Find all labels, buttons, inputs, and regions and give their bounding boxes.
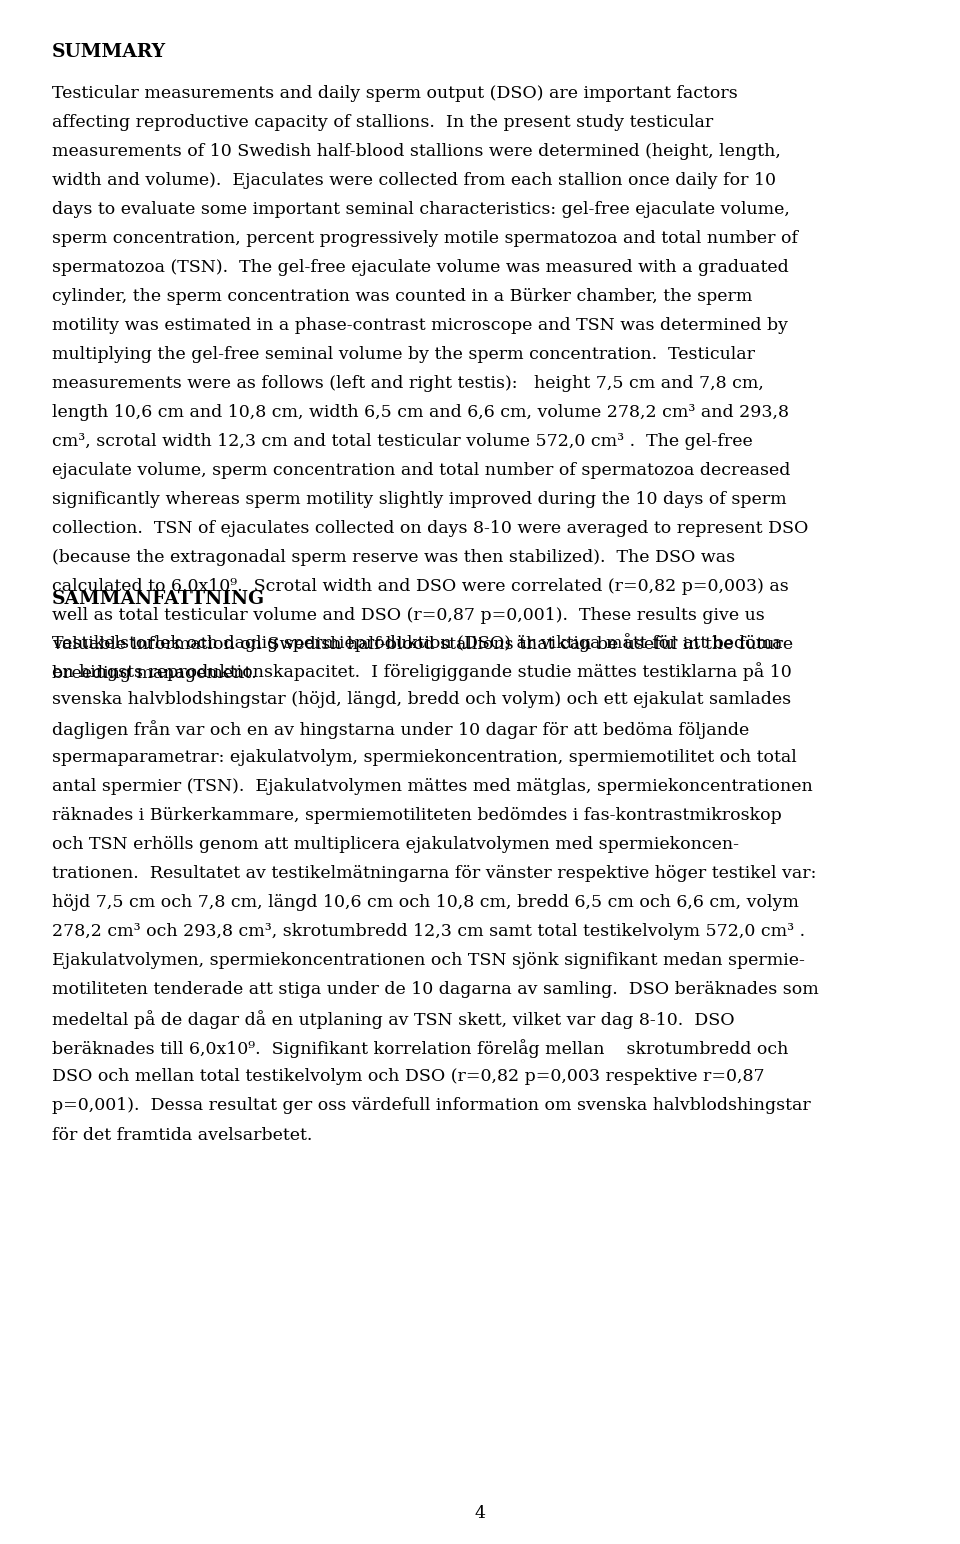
Text: width and volume).  Ejaculates were collected from each stallion once daily for : width and volume). Ejaculates were colle… xyxy=(52,171,776,188)
Text: significantly whereas sperm motility slightly improved during the 10 days of spe: significantly whereas sperm motility sli… xyxy=(52,491,786,508)
Text: 278,2 cm³ och 293,8 cm³, skrotumbredd 12,3 cm samt total testikelvolym 572,0 cm³: 278,2 cm³ och 293,8 cm³, skrotumbredd 12… xyxy=(52,923,805,940)
Text: för det framtida avelsarbetet.: för det framtida avelsarbetet. xyxy=(52,1127,312,1144)
Text: spermatozoa (TSN).  The gel-free ejaculate volume was measured with a graduated: spermatozoa (TSN). The gel-free ejaculat… xyxy=(52,259,788,276)
Text: Testicular measurements and daily sperm output (DSO) are important factors: Testicular measurements and daily sperm … xyxy=(52,85,737,102)
Text: räknades i Bürkerkammare, spermiemotiliteten bedömdes i fas-kontrastmikroskop: räknades i Bürkerkammare, spermiemotilit… xyxy=(52,808,781,824)
Text: cm³, scrotal width 12,3 cm and total testicular volume 572,0 cm³ .  The gel-free: cm³, scrotal width 12,3 cm and total tes… xyxy=(52,434,753,451)
Text: collection.  TSN of ejaculates collected on days 8-10 were averaged to represent: collection. TSN of ejaculates collected … xyxy=(52,520,808,537)
Text: days to evaluate some important seminal characteristics: gel-free ejaculate volu: days to evaluate some important seminal … xyxy=(52,201,790,218)
Text: cylinder, the sperm concentration was counted in a Bürker chamber, the sperm: cylinder, the sperm concentration was co… xyxy=(52,289,753,306)
Text: well as total testicular volume and DSO (r=0,87 p=0,001).  These results give us: well as total testicular volume and DSO … xyxy=(52,607,764,624)
Text: beräknades till 6,0x10⁹.  Signifikant korrelation förelåg mellan    skrotumbredd: beräknades till 6,0x10⁹. Signifikant kor… xyxy=(52,1039,788,1058)
Text: measurements were as follows (left and right testis):   height 7,5 cm and 7,8 cm: measurements were as follows (left and r… xyxy=(52,375,764,392)
Text: p=0,001).  Dessa resultat ger oss värdefull information om svenska halvblodshing: p=0,001). Dessa resultat ger oss värdefu… xyxy=(52,1098,810,1115)
Text: (because the extragonadal sperm reserve was then stabilized).  The DSO was: (because the extragonadal sperm reserve … xyxy=(52,550,735,567)
Text: length 10,6 cm and 10,8 cm, width 6,5 cm and 6,6 cm, volume 278,2 cm³ and 293,8: length 10,6 cm and 10,8 cm, width 6,5 cm… xyxy=(52,405,789,422)
Text: dagligen från var och en av hingstarna under 10 dagar för att bedöma följande: dagligen från var och en av hingstarna u… xyxy=(52,720,749,740)
Text: calculated to 6,0x10⁹.  Scrotal width and DSO were correlated (r=0,82 p=0,003) a: calculated to 6,0x10⁹. Scrotal width and… xyxy=(52,579,788,596)
Text: DSO och mellan total testikelvolym och DSO (r=0,82 p=0,003 respektive r=0,87: DSO och mellan total testikelvolym och D… xyxy=(52,1068,764,1085)
Text: affecting reproductive capacity of stallions.  In the present study testicular: affecting reproductive capacity of stall… xyxy=(52,114,713,131)
Text: ejaculate volume, sperm concentration and total number of spermatozoa decreased: ejaculate volume, sperm concentration an… xyxy=(52,462,790,479)
Text: motiliteten tenderade att stiga under de 10 dagarna av samling.  DSO beräknades : motiliteten tenderade att stiga under de… xyxy=(52,982,819,999)
Text: motility was estimated in a phase-contrast microscope and TSN was determined by: motility was estimated in a phase-contra… xyxy=(52,317,788,334)
Text: svenska halvblodshingstar (höjd, längd, bredd och volym) och ett ejakulat samlad: svenska halvblodshingstar (höjd, längd, … xyxy=(52,692,791,709)
Text: höjd 7,5 cm och 7,8 cm, längd 10,6 cm och 10,8 cm, bredd 6,5 cm och 6,6 cm, voly: höjd 7,5 cm och 7,8 cm, längd 10,6 cm oc… xyxy=(52,894,799,911)
Text: Ejakulatvolymen, spermiekoncentrationen och TSN sjönk signifikant medan spermie-: Ejakulatvolymen, spermiekoncentrationen … xyxy=(52,953,804,970)
Text: en hingsts reproduktionskapacitet.  I föreligiggande studie mättes testiklarna p: en hingsts reproduktionskapacitet. I för… xyxy=(52,662,792,681)
Text: SAMMANFATTNING: SAMMANFATTNING xyxy=(52,590,265,608)
Text: multiplying the gel-free seminal volume by the sperm concentration.  Testicular: multiplying the gel-free seminal volume … xyxy=(52,346,755,363)
Text: trationen.  Resultatet av testikelmätningarna för vänster respektive höger testi: trationen. Resultatet av testikelmätning… xyxy=(52,865,816,882)
Text: sperm concentration, percent progressively motile spermatozoa and total number o: sperm concentration, percent progressive… xyxy=(52,230,798,247)
Text: SUMMARY: SUMMARY xyxy=(52,43,166,62)
Text: och TSN erhölls genom att multiplicera ejakulatvolymen med spermiekoncen-: och TSN erhölls genom att multiplicera e… xyxy=(52,837,739,854)
Text: valuable information on Swedish half-blood stallions that can be useful in the f: valuable information on Swedish half-blo… xyxy=(52,636,793,653)
Text: measurements of 10 Swedish half-blood stallions were determined (height, length,: measurements of 10 Swedish half-blood st… xyxy=(52,144,780,161)
Text: spermaparametrar: ejakulatvolym, spermiekoncentration, spermiemotilitet och tota: spermaparametrar: ejakulatvolym, spermie… xyxy=(52,749,797,766)
Text: Testikelstorlek och daglig spermieproduktion (DSO) är viktiga mått för att bedöm: Testikelstorlek och daglig spermieproduk… xyxy=(52,633,782,652)
Text: breeding management.: breeding management. xyxy=(52,665,256,682)
Text: antal spermier (TSN).  Ejakulatvolymen mättes med mätglas, spermiekoncentratione: antal spermier (TSN). Ejakulatvolymen mä… xyxy=(52,778,812,795)
Text: medeltal på de dagar då en utplaning av TSN skett, vilket var dag 8-10.  DSO: medeltal på de dagar då en utplaning av … xyxy=(52,1010,734,1030)
Text: 4: 4 xyxy=(474,1505,486,1522)
